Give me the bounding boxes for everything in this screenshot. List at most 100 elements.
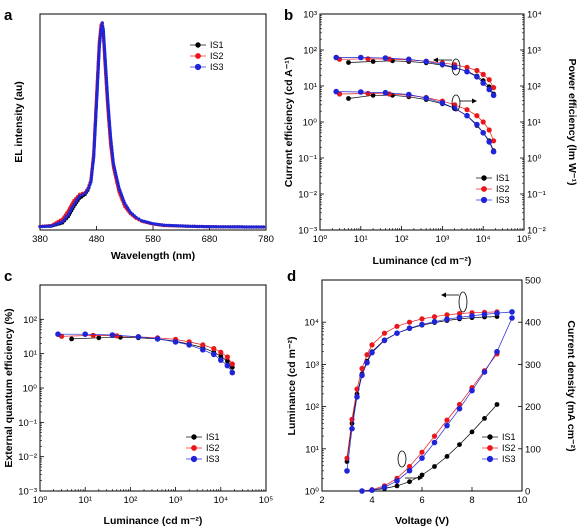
data-point-is2-left (491, 85, 497, 91)
data-point-is3 (102, 31, 106, 36)
data-point-is3 (242, 225, 246, 229)
legend-marker-is2 (191, 445, 197, 451)
data-point-is3 (82, 331, 88, 338)
data-point-is3-left (344, 468, 350, 474)
data-point-is3-right (444, 422, 450, 429)
data-point-is3 (95, 84, 99, 88)
panel-label-c: c (4, 268, 12, 285)
panel-b-x-tick-label: 10⁰ (313, 234, 328, 245)
data-point-is3-left (358, 54, 364, 61)
data-point-is3 (96, 61, 101, 66)
series-line-is1-right (361, 404, 498, 492)
panel-d-y2-tick-label: 200 (525, 402, 541, 413)
data-point-is3 (95, 91, 99, 95)
panel-a-x-tick-label: 780 (258, 234, 274, 245)
data-point-is3-left (431, 318, 438, 325)
data-point-is3 (77, 194, 82, 198)
data-point-is3-right (451, 105, 458, 112)
panel-a-xlabel: Wavelength (nm) (111, 250, 195, 262)
panel-b-y2-tick-label: 10⁰ (527, 154, 542, 165)
panel-c-x-tick-label: 10⁰ (33, 495, 48, 506)
data-point-is3 (229, 369, 236, 376)
data-point-is3-right (381, 484, 388, 491)
data-point-is3-left (494, 310, 500, 317)
data-point-is2-right (406, 463, 413, 470)
panel-c-x-tick-label: 10⁴ (213, 495, 228, 506)
data-point-is3 (262, 225, 266, 229)
data-point-is3-left (382, 55, 389, 61)
data-point-is3 (103, 58, 107, 62)
data-point-is1 (96, 335, 102, 341)
data-point-is2-right (419, 449, 425, 455)
legend-marker-is3 (190, 455, 198, 463)
data-point-is1-left (346, 60, 351, 65)
data-point-is3 (191, 224, 195, 228)
data-point-is3 (97, 48, 101, 52)
data-point-is3 (186, 224, 190, 228)
data-point-is1-right (346, 96, 351, 101)
panel-b-y2-tick-label: 10² (527, 82, 541, 93)
data-point-is3 (93, 136, 97, 140)
data-point-is3 (108, 124, 112, 128)
panel-b-arrowhead-right (472, 98, 477, 104)
data-point-is3 (181, 224, 185, 228)
legend-marker-is3 (194, 63, 202, 71)
legend-label-is3: IS3 (502, 454, 516, 464)
data-point-is3 (97, 59, 101, 63)
data-point-is3 (104, 74, 108, 78)
data-point-is1-right (482, 416, 487, 421)
data-point-is3 (200, 347, 206, 353)
data-point-is3 (183, 224, 188, 228)
data-point-is3-right (419, 455, 425, 461)
data-point-is3 (95, 87, 99, 91)
data-point-is2-left (464, 64, 470, 70)
panel-d-x-tick-label: 2 (319, 495, 324, 506)
data-point-is3 (90, 167, 94, 171)
data-point-is3 (179, 224, 183, 228)
data-point-is3-left (469, 313, 475, 319)
series-line-is3 (58, 333, 233, 373)
data-point-is2 (200, 342, 206, 348)
legend-marker-is1 (195, 42, 201, 48)
data-point-is1-right (457, 442, 462, 447)
panel-b-y2-tick-label: 10³ (527, 46, 541, 57)
data-point-is2-left (431, 314, 438, 320)
data-point-is3 (259, 225, 263, 229)
data-point-is3 (105, 83, 109, 87)
panel-d-x-tick-label: 8 (469, 495, 474, 506)
panel-a-x-tick-label: 680 (202, 234, 218, 245)
data-point-is3 (95, 93, 99, 98)
data-point-is2-right (444, 417, 450, 423)
series-line-is3-right (361, 317, 513, 492)
data-point-is3 (100, 21, 104, 25)
legend-label-is3: IS3 (210, 62, 224, 72)
panel-d-y-tick-label: 10⁰ (305, 487, 320, 498)
panel-b-x-tick-label: 10³ (436, 234, 450, 245)
data-point-is3 (219, 225, 223, 229)
data-point-is3 (238, 225, 242, 229)
data-point-is2 (114, 333, 120, 339)
data-point-is3 (233, 225, 237, 229)
panel-c-chart: 10⁰ 10¹ 10² 10³ 10⁴ 10⁵10⁻³10⁻²10⁻¹10⁰10¹10² … (3, 284, 273, 527)
data-point-is3 (106, 98, 110, 103)
panel-label-b: b (284, 7, 293, 24)
data-point-is1 (69, 336, 74, 342)
data-point-is3-left (474, 74, 480, 80)
data-point-is3 (221, 225, 225, 229)
series-line-is3 (39, 22, 266, 228)
data-point-is1-right (444, 454, 450, 459)
panel-d-y2-tick-label: 500 (525, 276, 541, 287)
data-point-is3-left (439, 61, 446, 68)
legend-marker-is1 (191, 434, 197, 440)
panel-b-y-tick-label: 10³ (303, 10, 317, 21)
data-point-is3 (87, 185, 91, 189)
data-point-is3 (96, 68, 100, 72)
series-line-is2-left (346, 311, 498, 459)
panel-a-x-tick-label: 580 (145, 234, 161, 245)
panel-d-arrowhead-right (418, 475, 423, 481)
panel-d-y-tick-label: 10⁴ (304, 318, 319, 329)
legend-label-is1: IS1 (496, 173, 510, 183)
panel-d-arrowhead-left (441, 292, 446, 298)
data-point-is3 (226, 225, 230, 229)
